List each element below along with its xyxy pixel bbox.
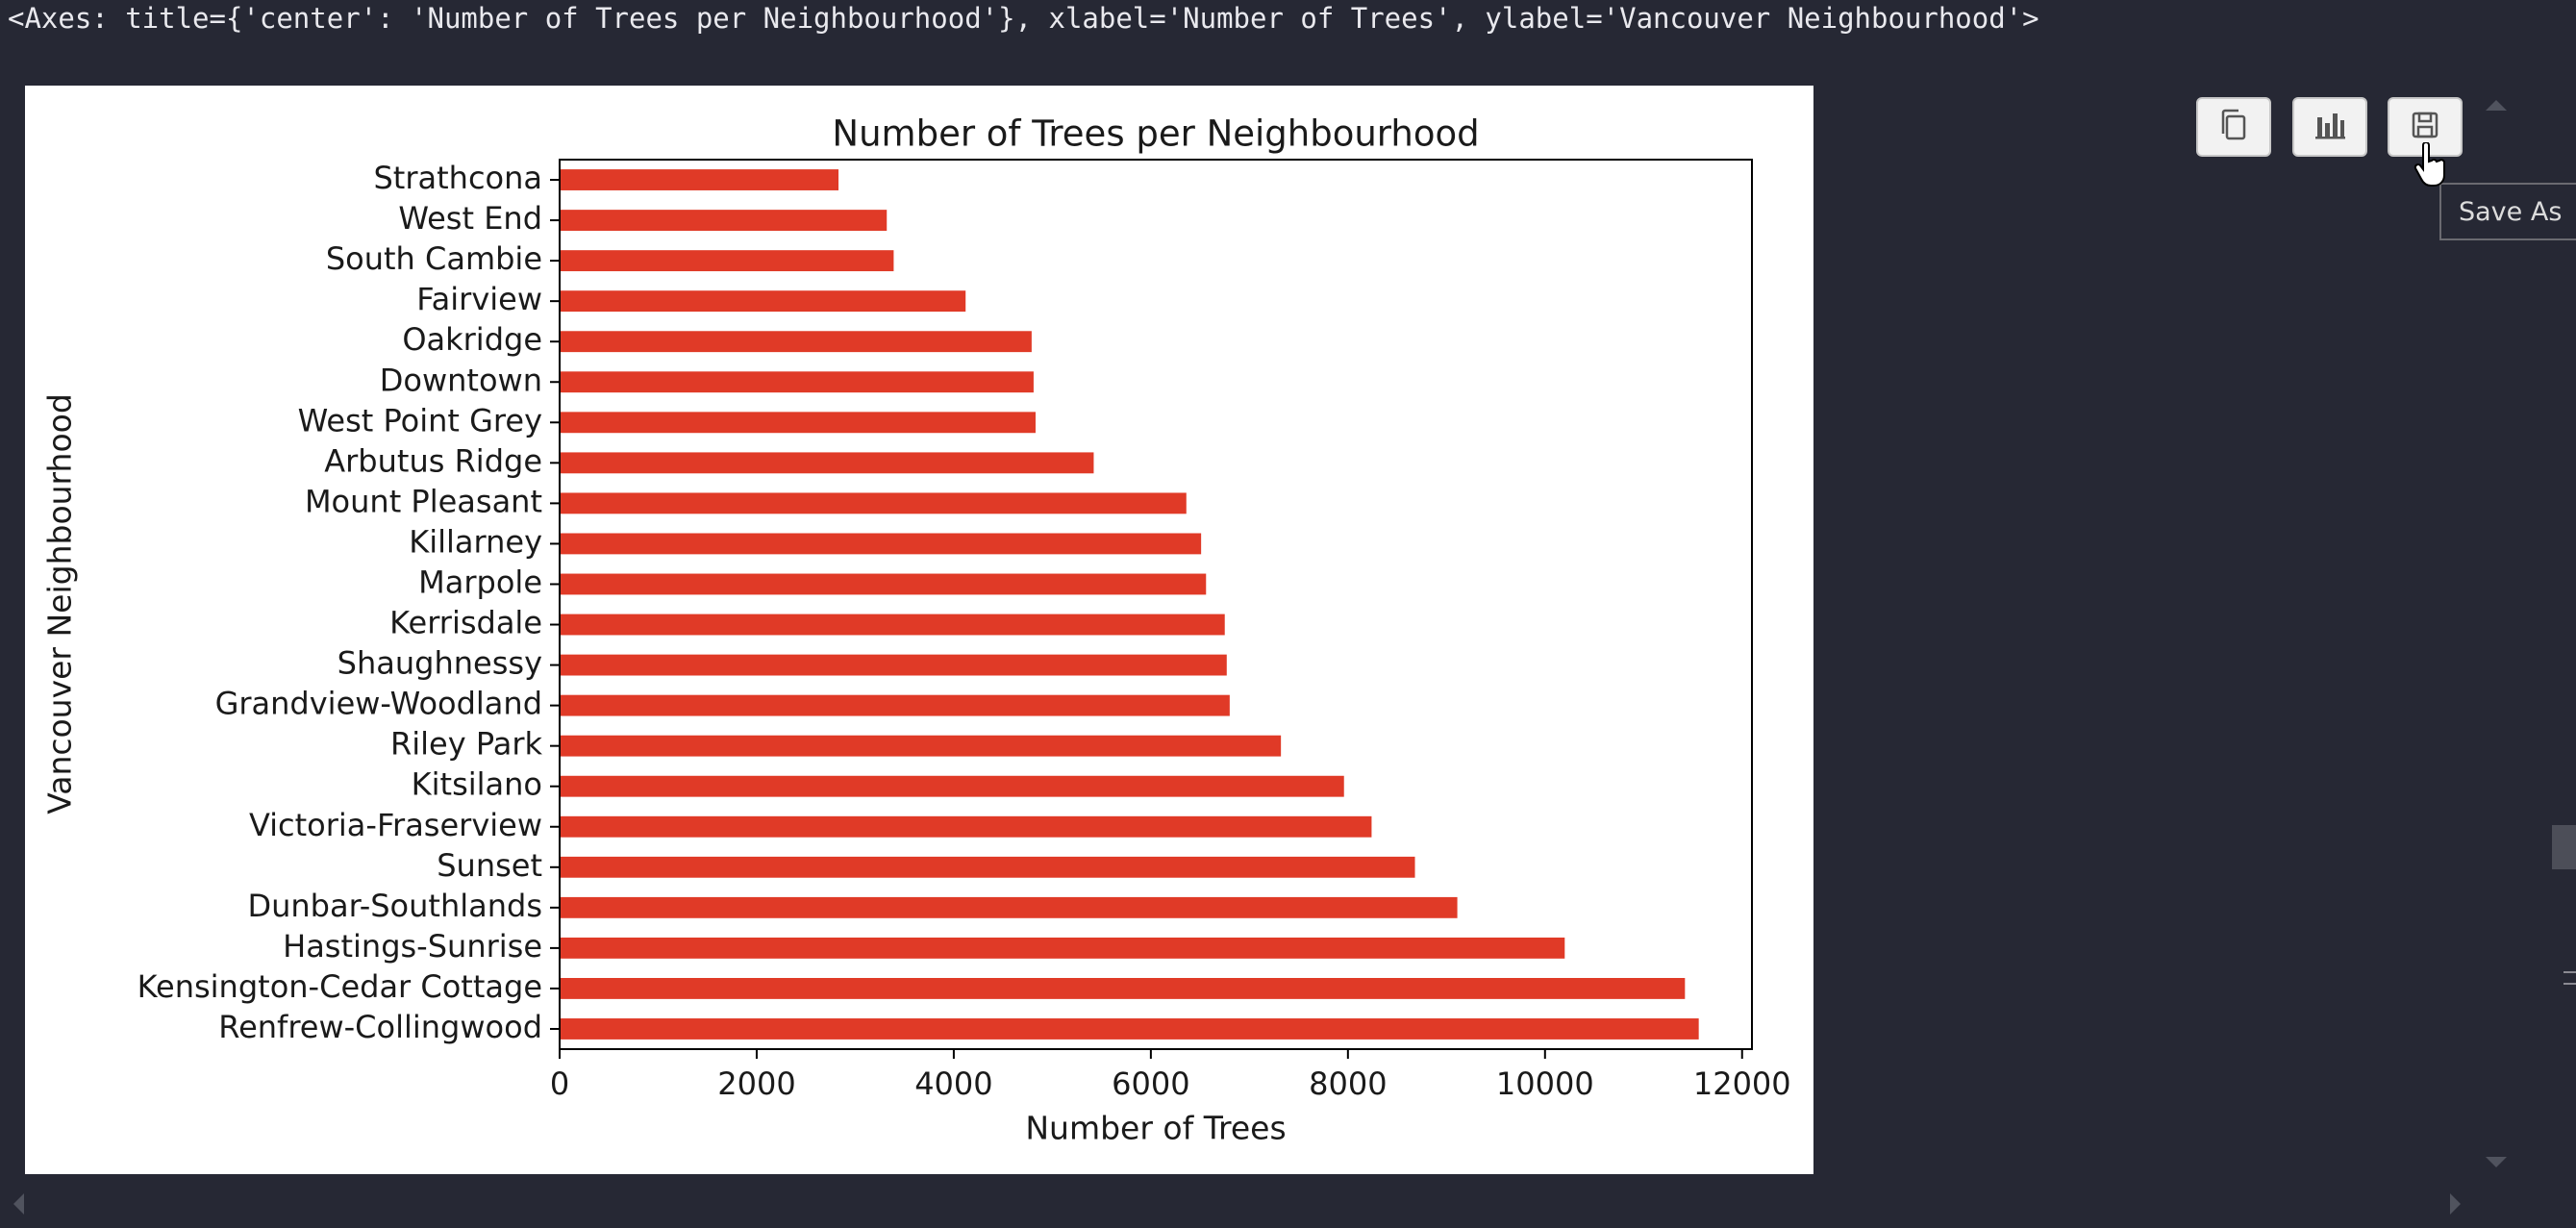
bar	[560, 694, 1230, 716]
bar	[560, 654, 1227, 676]
y-tick-label: Victoria-Fraserview	[249, 807, 542, 843]
x-axis-label: Number of Trees	[1025, 1110, 1286, 1147]
y-tick-label: Fairview	[416, 281, 542, 317]
bar	[560, 815, 1372, 838]
copy-button[interactable]	[2196, 97, 2271, 157]
bar-chart: Number of Trees per Neighbourhood Strath…	[41, 113, 1791, 1147]
y-tick-label: Renfrew-Collingwood	[218, 1009, 542, 1045]
x-tick-label: 6000	[1112, 1065, 1189, 1102]
y-tick-label: Riley Park	[390, 726, 542, 763]
bar	[560, 250, 894, 272]
chart-title: Number of Trees per Neighbourhood	[832, 113, 1479, 155]
bar	[560, 412, 1036, 434]
x-tick-label: 8000	[1309, 1065, 1387, 1102]
save-as-tooltip: Save As	[2439, 183, 2576, 240]
y-tick-label: Downtown	[380, 362, 542, 398]
x-tick-label: 10000	[1496, 1065, 1594, 1102]
y-tick-label: Kitsilano	[412, 766, 542, 803]
y-tick-label: West End	[398, 200, 542, 237]
plot-image: Number of Trees per Neighbourhood Strath…	[25, 86, 1813, 1174]
y-tick-label: Marpole	[418, 564, 542, 600]
y-tick-label: South Cambie	[326, 240, 542, 277]
y-tick-label: Oakridge	[402, 321, 542, 358]
y-tick-label: Grandview-Woodland	[215, 686, 542, 722]
bar	[560, 290, 966, 313]
bar	[560, 492, 1187, 514]
y-tick-label: West Point Grey	[298, 402, 542, 439]
vertical-scrollbar-thumb[interactable]	[2552, 825, 2576, 869]
bar	[560, 775, 1344, 797]
bar	[560, 856, 1415, 878]
y-tick-label: Sunset	[437, 847, 542, 884]
bar	[560, 735, 1282, 757]
chart-view-button[interactable]	[2292, 97, 2367, 157]
y-tick-label: Kerrisdale	[389, 605, 542, 641]
y-tick-label: Mount Pleasant	[305, 483, 542, 519]
y-tick-label: Hastings-Sunrise	[283, 928, 542, 965]
axes-repr-output: <Axes: title={'center': 'Number of Trees…	[8, 2, 2039, 35]
scroll-right-arrow-icon[interactable]	[2450, 1193, 2461, 1215]
bar	[560, 331, 1032, 353]
y-tick-label: Dunbar-Southlands	[247, 888, 542, 924]
x-tick-label: 2000	[717, 1065, 795, 1102]
y-tick-label: Strathcona	[373, 160, 542, 196]
bar	[560, 371, 1034, 393]
bar	[560, 896, 1458, 918]
x-tick-label: 0	[550, 1065, 569, 1102]
plot-frame	[559, 159, 1753, 1050]
scroll-up-arrow-icon[interactable]	[2486, 100, 2507, 111]
bar	[560, 614, 1225, 636]
bar	[560, 573, 1207, 595]
x-tick-label: 12000	[1693, 1065, 1791, 1102]
bar	[560, 1018, 1699, 1040]
bar	[560, 937, 1565, 959]
y-tick-label: Shaughnessy	[338, 645, 542, 682]
y-tick-label: Killarney	[409, 523, 542, 560]
y-tick-label: Arbutus Ridge	[324, 442, 542, 479]
bar	[560, 978, 1686, 999]
panel-edge-marker	[2563, 971, 2576, 985]
floppy-disk-icon	[2411, 111, 2439, 143]
bar	[560, 533, 1202, 555]
y-axis-label: Vancouver Neighbourhood	[41, 393, 79, 814]
bar	[560, 210, 888, 231]
y-tick-label: Kensington-Cedar Cottage	[138, 968, 542, 1005]
scroll-left-arrow-icon[interactable]	[13, 1193, 24, 1215]
x-tick-label: 4000	[914, 1065, 992, 1102]
bar-chart-icon	[2313, 110, 2346, 144]
hand-pointer-icon	[2413, 141, 2446, 192]
bar	[560, 169, 839, 190]
copy-icon	[2218, 108, 2249, 146]
scroll-down-arrow-icon[interactable]	[2486, 1157, 2507, 1167]
bar	[560, 452, 1094, 474]
